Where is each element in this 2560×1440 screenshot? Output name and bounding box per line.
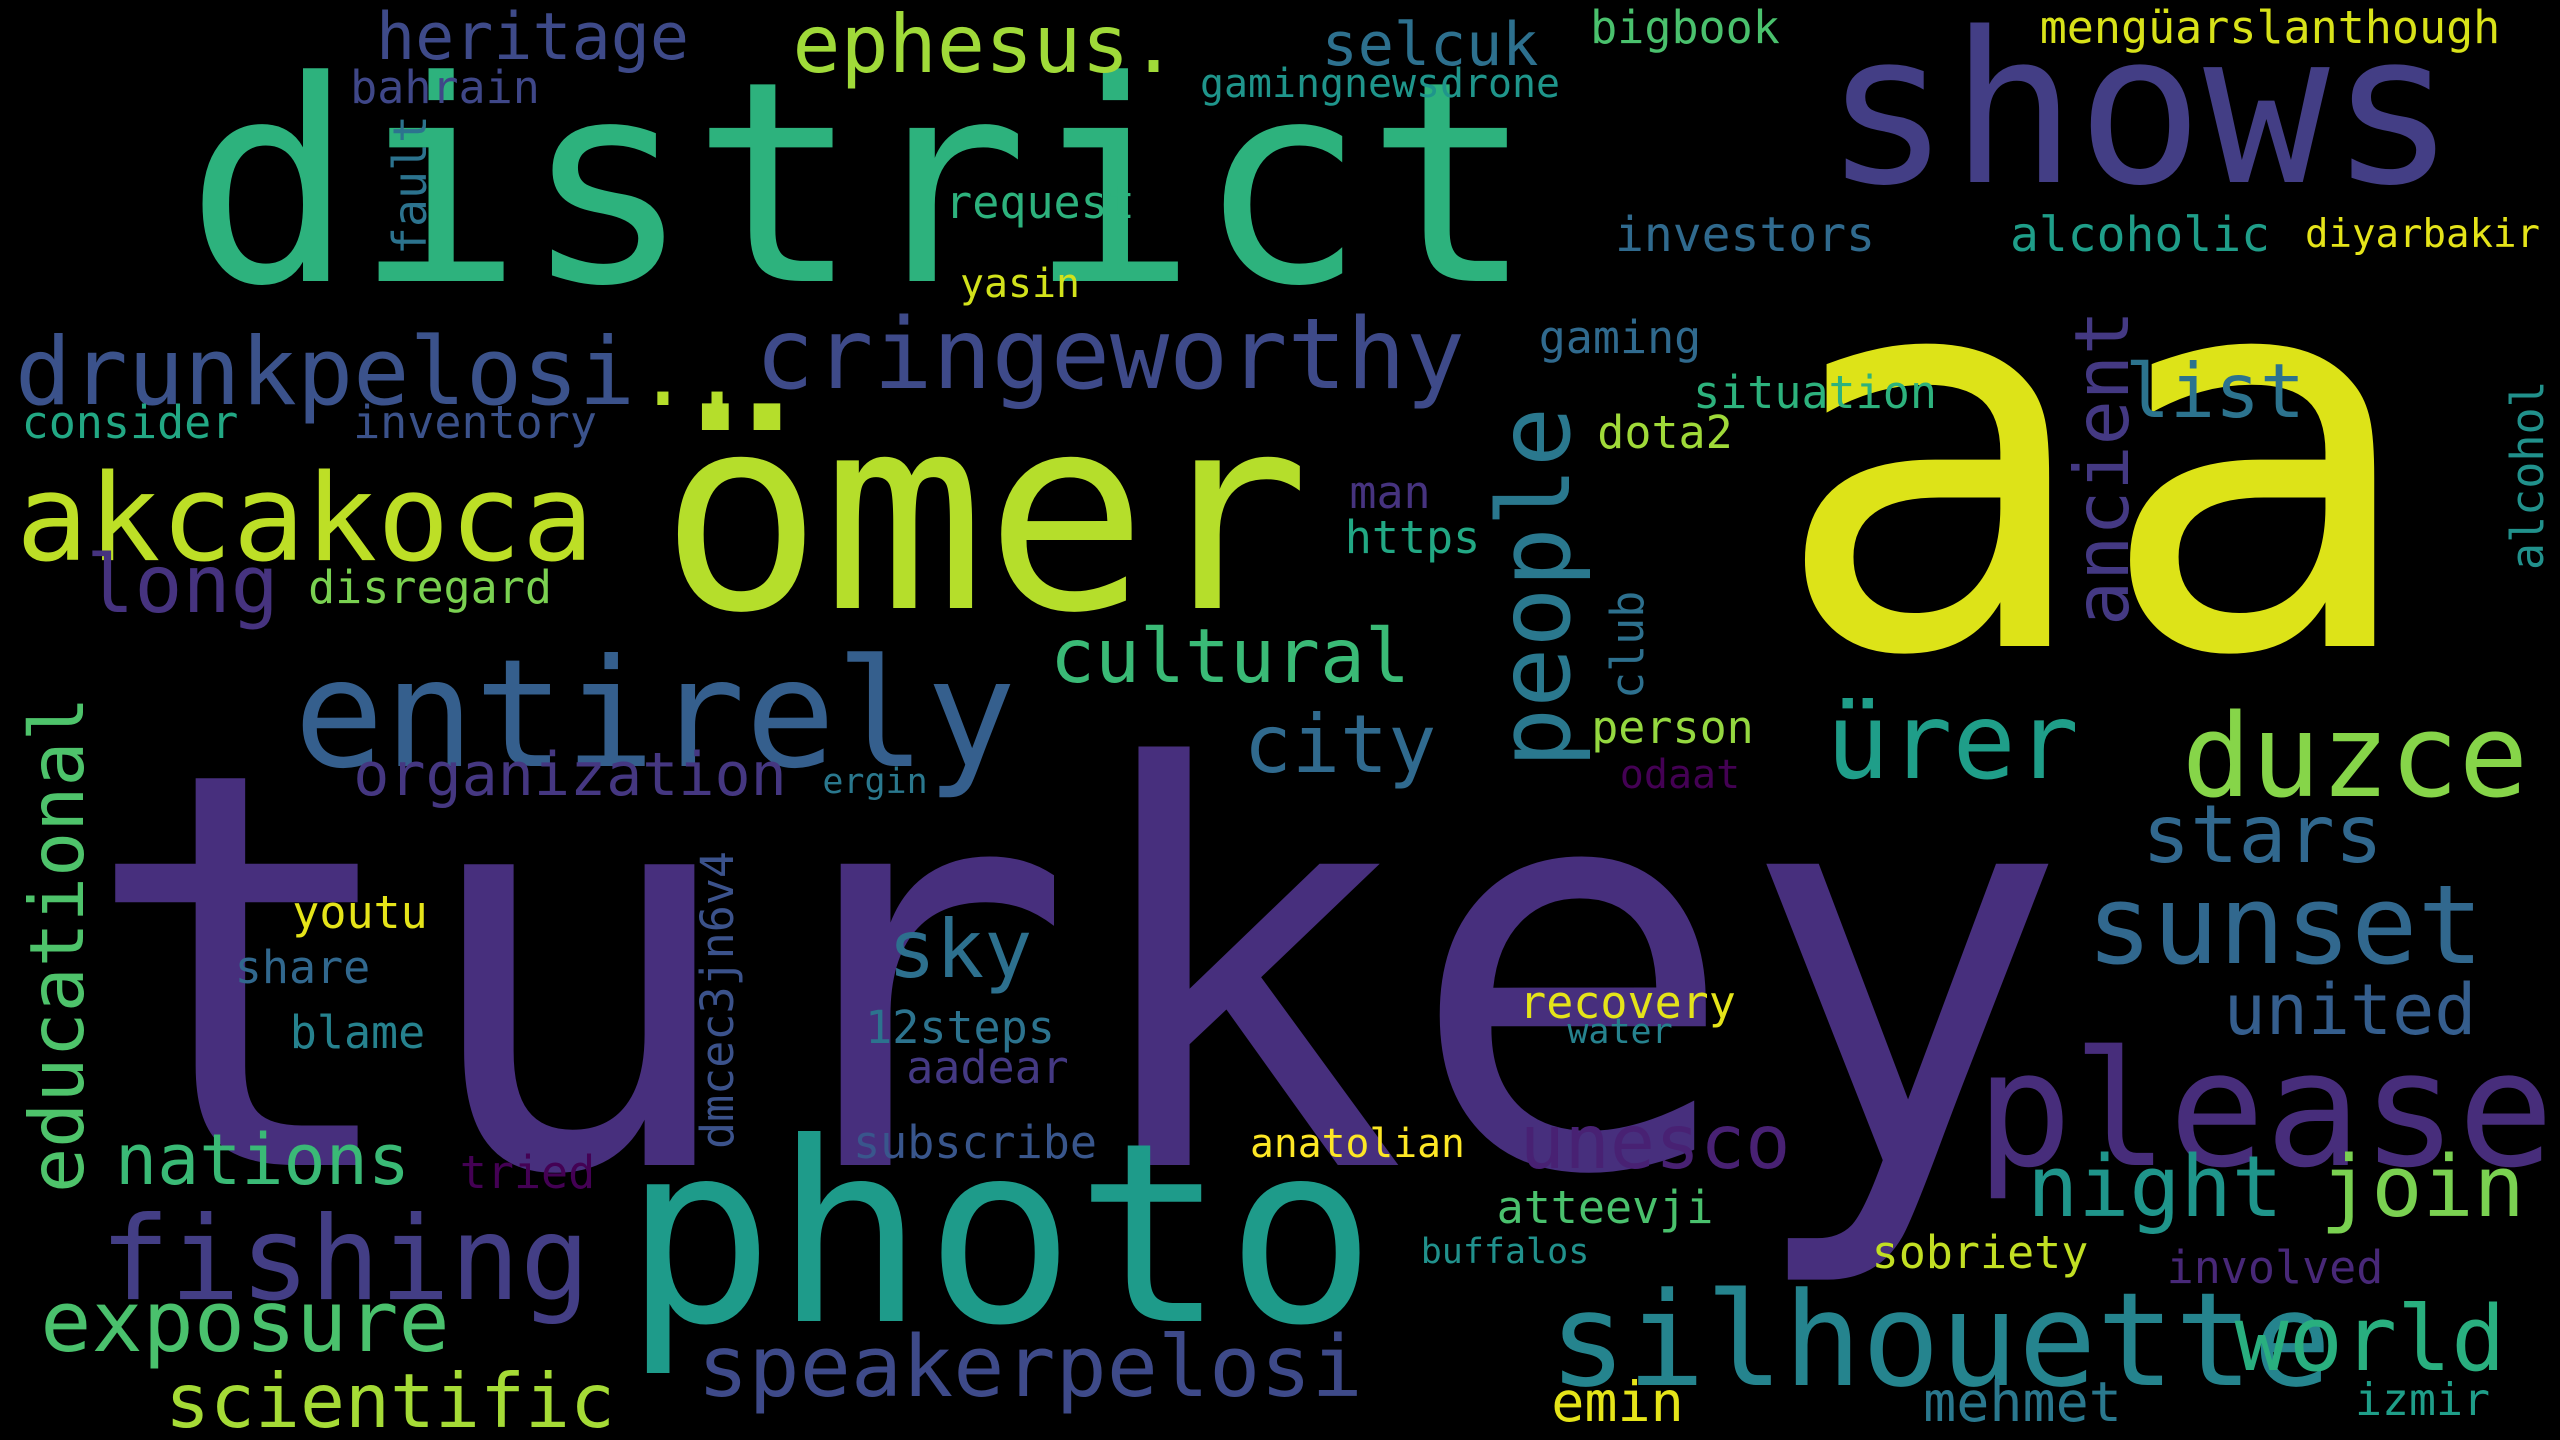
word-exposure: exposure xyxy=(40,1273,450,1372)
word-entirely: entirely xyxy=(293,628,1017,802)
word-aa: aa xyxy=(1769,146,2421,774)
word-tried: tried xyxy=(459,1146,596,1199)
word-investors: investors xyxy=(1615,207,1875,263)
word-request: request xyxy=(945,176,1135,229)
word-please: please xyxy=(1976,1016,2554,1203)
word-sobriety: sobriety xyxy=(1871,1226,2089,1279)
word-cultural: cultural xyxy=(1050,613,1410,701)
word-man: man xyxy=(1349,466,1431,519)
word-speakerpelosi: speakerpelosi xyxy=(697,1318,1363,1417)
word-ellipsis: .. xyxy=(635,322,745,427)
word-disregard: disregard xyxy=(308,561,552,614)
word-buffalos: buffalos xyxy=(1420,1232,1590,1272)
word-odaat: odaat xyxy=(1619,752,1741,798)
word-bigbook: bigbook xyxy=(1590,1,1780,54)
word-recovery: recovery xyxy=(1519,976,1736,1029)
word-selcuk: selcuk xyxy=(1321,10,1539,80)
word-long: long xyxy=(86,538,279,631)
word-emin: emin xyxy=(1551,1370,1684,1434)
word-urer: ürer xyxy=(1826,681,2079,803)
word-izmir: izmir xyxy=(2355,1372,2490,1426)
word-dota2: dota2 xyxy=(1597,406,1733,459)
word-ephesus: ephesus. xyxy=(792,0,1178,91)
word-subscribe: subscribe xyxy=(853,1116,1097,1169)
word-educational: educational xyxy=(13,696,101,1194)
word-fishing: fishing xyxy=(100,1191,590,1327)
word-bahrain: bahrain xyxy=(350,61,540,114)
word-silhouette: silhouette xyxy=(1548,1264,2332,1416)
word-unesco: unesco xyxy=(1519,1098,1791,1186)
word-duzce: duzce xyxy=(2181,690,2529,824)
word-heritage: heritage xyxy=(375,0,690,75)
word-scientific: scientific xyxy=(165,1358,615,1440)
word-night: night xyxy=(2027,1138,2283,1237)
word-list: list xyxy=(2125,348,2305,436)
word-photo: photo xyxy=(623,1089,1377,1380)
word-alcoholic: alcoholic xyxy=(2010,207,2270,263)
word-share: share xyxy=(234,941,371,994)
word-diyarbakir: diyarbakir xyxy=(2305,212,2540,258)
word-city: city xyxy=(1243,698,1437,791)
word-atteevji: atteevji xyxy=(1496,1181,1714,1234)
word-drunkpelosi: drunkpelosi xyxy=(15,317,635,427)
word-ergin: ergin xyxy=(822,762,928,802)
word-youtu: youtu xyxy=(292,886,428,939)
word-involved: involved xyxy=(2166,1241,2384,1294)
word-water: water xyxy=(1567,1012,1673,1052)
word-united: united xyxy=(2223,969,2477,1051)
word-turkey: turkey xyxy=(80,653,2070,1295)
word-sunset: sunset xyxy=(2086,861,2484,989)
word-cringeworthy: cringeworthy xyxy=(755,297,1465,412)
word-dmcec3jn6v4: dmcec3jn6v4 xyxy=(691,850,744,1149)
word-yasin: yasin xyxy=(960,261,1080,308)
word-ancient: ancient xyxy=(2058,309,2146,626)
word-akcakoca: akcakoca xyxy=(16,450,594,589)
word-join: join xyxy=(2320,1138,2525,1237)
word-anatolian: anatolian xyxy=(1250,1121,1465,1168)
word-sky: sky xyxy=(887,903,1033,996)
word-person: person xyxy=(1591,701,1754,754)
word-mehmet: mehmet xyxy=(1923,1370,2122,1434)
word-stars: stars xyxy=(2142,788,2383,881)
word-organization: organization xyxy=(353,740,787,810)
word-district: district xyxy=(185,22,1535,348)
word-12steps: 12steps xyxy=(865,1001,1055,1054)
word-menguarslanthough: mengüarslanthough xyxy=(2039,1,2501,54)
word-https: https xyxy=(1344,511,1481,564)
word-situation: situation xyxy=(1693,366,1937,419)
word-consider: consider xyxy=(21,396,239,449)
word-aadear: aadear xyxy=(906,1041,1069,1094)
word-alcohol: alcohol xyxy=(2501,380,2554,570)
word-gaming: gaming xyxy=(1538,311,1702,364)
word-blame: blame xyxy=(289,1006,426,1059)
word-club: club xyxy=(1601,590,1654,700)
word-gamingnewsdrone: gamingnewsdrone xyxy=(1200,61,1560,108)
word-shows: shows xyxy=(1823,0,2457,232)
word-omer: ömer xyxy=(659,357,1311,672)
word-nations: nations xyxy=(114,1119,410,1201)
word-people: people xyxy=(1476,406,1593,769)
word-world: world xyxy=(2234,1287,2506,1392)
word-inventory: inventory xyxy=(353,396,597,449)
word-fault: fault xyxy=(382,115,437,255)
